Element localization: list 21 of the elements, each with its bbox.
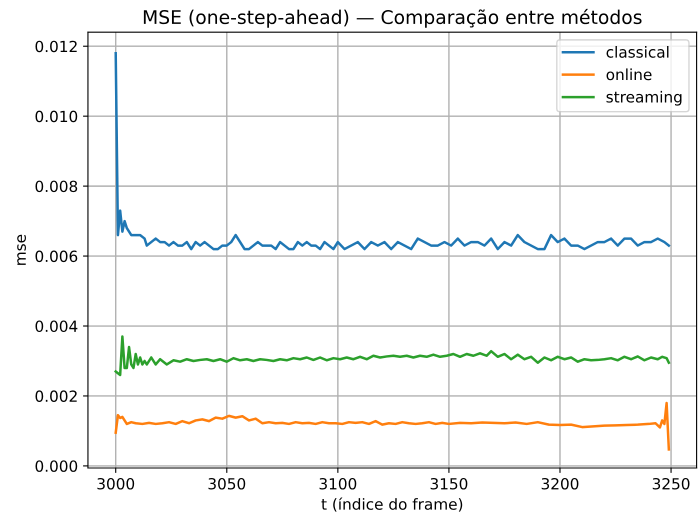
x-tick-label: 3000 <box>97 478 134 490</box>
x-axis-title: t (índice do frame) <box>321 497 462 512</box>
line-series <box>114 402 670 451</box>
legend-label: online <box>606 68 652 80</box>
x-tick-label: 3200 <box>542 478 578 490</box>
y-tick-label: 0.010 <box>35 110 78 122</box>
x-tick-label: 3150 <box>430 478 468 490</box>
y-tick-label: 0.002 <box>35 390 77 402</box>
chart-title: MSE (one-step-ahead) — Comparação entre métodos <box>144 8 642 28</box>
line-series <box>114 335 670 376</box>
y-tick-label: 0.012 <box>35 40 77 52</box>
y-tick-label: 0.004 <box>35 320 78 332</box>
x-tick-label: 3250 <box>652 478 690 490</box>
x-tick-label: 3050 <box>208 478 246 490</box>
x-tick-label: 3100 <box>320 478 356 490</box>
y-axis-title: mse <box>17 234 26 265</box>
y-tick-label: 0.006 <box>35 250 78 262</box>
legend-label: classical <box>606 46 668 58</box>
legend-label: streaming <box>606 90 682 106</box>
y-tick-label: 0.000 <box>35 460 78 472</box>
y-tick-label: 0.008 <box>35 180 78 192</box>
